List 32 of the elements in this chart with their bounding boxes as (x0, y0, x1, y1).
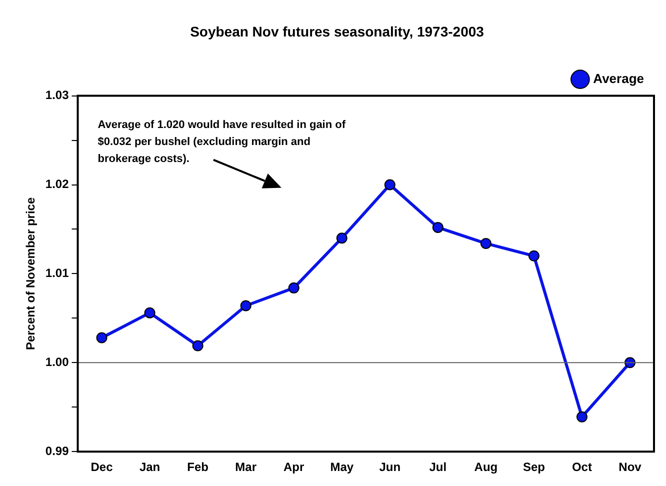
annotation: Average of 1.020 would have resulted in gain of $0.032 per bushel (excluding margin and brokerage costs). (98, 118, 346, 165)
point (576, 411, 588, 422)
point (336, 232, 348, 244)
point (144, 307, 156, 318)
y-tick-label: 1.02 (45, 177, 70, 192)
legend-label: Average (593, 70, 644, 86)
x-tick-label: Apr (284, 460, 305, 474)
y-tick-label: 1.00 (45, 354, 70, 369)
x-tick-label: Sep (522, 460, 545, 474)
x-tick-label: Feb (187, 460, 208, 474)
y-tick-label: 1.01 (45, 266, 70, 280)
x-tick-label: Jun (379, 460, 401, 474)
point (240, 300, 252, 312)
x-tick-label: Dec (90, 460, 114, 474)
x-tick-label: Jul (429, 460, 447, 474)
y-tick-label: 1.03 (45, 88, 70, 102)
point (384, 179, 396, 190)
point (528, 250, 540, 262)
x-tick-label: Aug (474, 460, 498, 474)
x-tick-label: Nov (618, 460, 642, 474)
x-tick-label: Mar (235, 460, 257, 474)
point (432, 222, 444, 233)
chart-title: Soybean Nov futures seasonality, 1973-2003 (190, 23, 484, 40)
x-tick-label: Oct (572, 460, 592, 474)
x-tick-label: May (330, 460, 354, 474)
point (288, 282, 300, 294)
x-tick-label: Jan (139, 460, 160, 474)
point (480, 238, 492, 249)
point (192, 340, 204, 352)
y-tick-label: 0.99 (45, 444, 70, 458)
y-axis-title: Percent of November price (24, 197, 38, 350)
point (96, 332, 108, 344)
